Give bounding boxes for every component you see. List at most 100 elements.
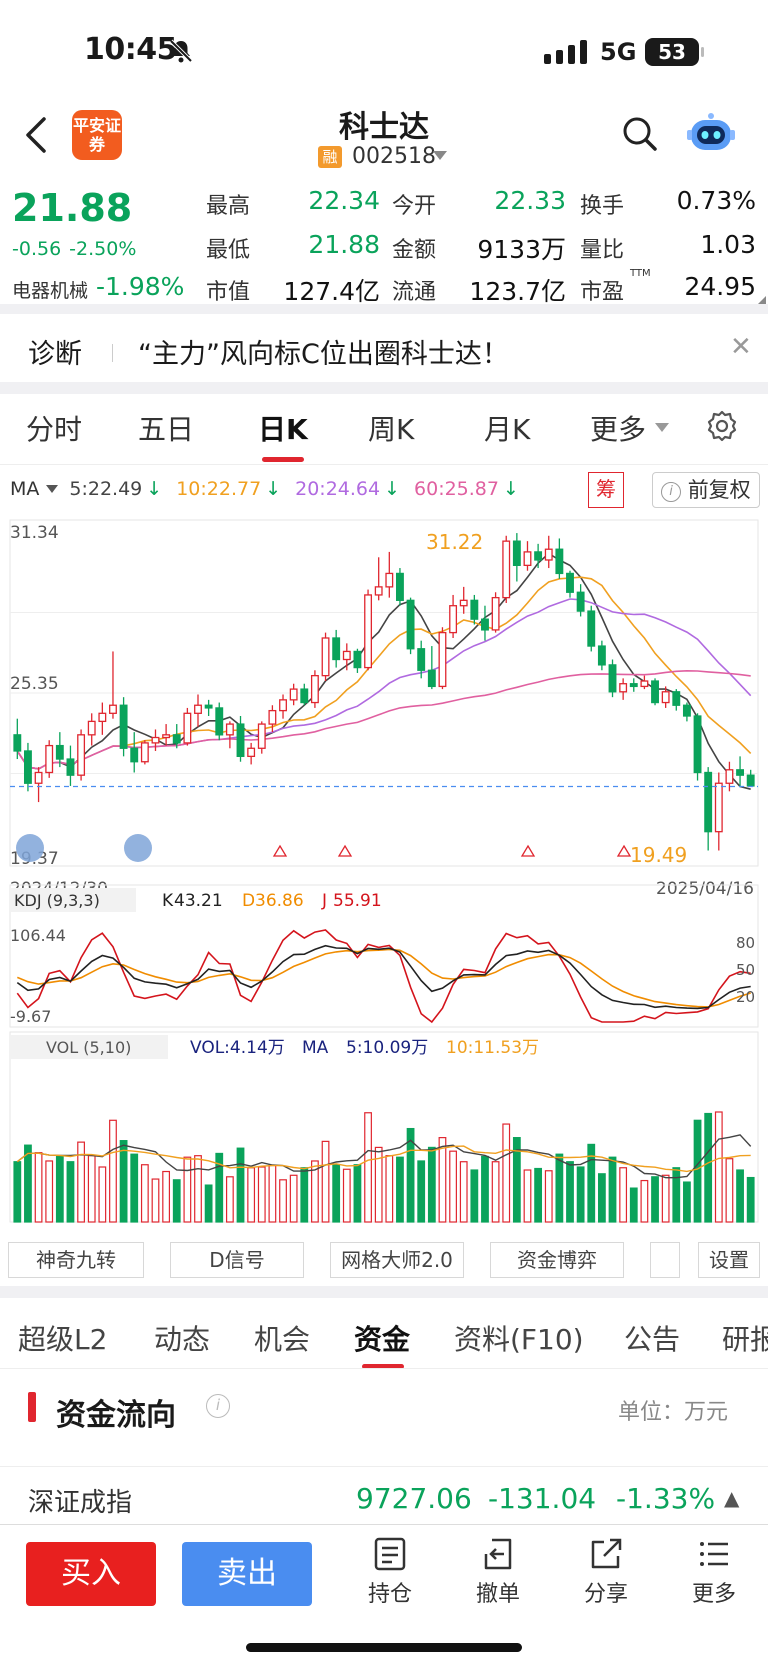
vol-ma5: 5:10.09万 (346, 1038, 428, 1058)
feature-button[interactable]: 网格大师2.0 (330, 1242, 464, 1278)
volume-bar (55, 1155, 64, 1223)
cancel-order-label: 撤单 (475, 1582, 520, 1607)
quote-label: 换手 (580, 194, 625, 219)
date-axis-end: 2025/04/16 (656, 879, 754, 899)
low-annotation: 19.49 (630, 843, 687, 867)
share-label: 分享 (583, 1582, 628, 1607)
candle-body (406, 599, 415, 650)
settings-gear-icon[interactable] (706, 410, 738, 442)
feature-button[interactable]: D信号 (170, 1242, 304, 1278)
volume-bar (555, 1153, 564, 1223)
volume-bar (364, 1112, 372, 1223)
volume-bar (714, 1111, 723, 1223)
feature-button[interactable]: 设置 (698, 1242, 760, 1278)
quote-label: 市盈 (580, 280, 625, 305)
down-arrow-icon: ↓ (384, 478, 401, 500)
content-tab[interactable]: 机会 (254, 1323, 311, 1356)
content-tab[interactable]: 资料(F10) (454, 1323, 584, 1356)
sector-name[interactable]: 电器机械 (12, 280, 89, 302)
more-label: 更多 (691, 1582, 736, 1607)
period-tab[interactable]: 分时 (26, 413, 83, 446)
buy-button[interactable]: 买入 (26, 1542, 156, 1606)
content-tab[interactable]: 公告 (624, 1323, 681, 1356)
kdj-k-value: 43.21 (174, 891, 223, 911)
bell-muted-icon (169, 39, 193, 63)
quote-label: 最低 (206, 238, 251, 263)
period-tab[interactable]: 日K (258, 413, 308, 446)
stock-name: 科士达 (339, 110, 429, 145)
broker-logo[interactable]: 平安证券 (72, 110, 122, 160)
period-tab[interactable]: 更多 (590, 413, 647, 446)
volume-bar (183, 1156, 192, 1223)
price-change: -0.56 -2.50% (12, 238, 136, 260)
back-icon[interactable] (24, 116, 48, 154)
fullscreen-icon[interactable] (124, 834, 152, 862)
period-tab[interactable]: 五日 (138, 413, 195, 446)
content-tab[interactable]: 资金 (354, 1323, 411, 1356)
ma5-line (16, 552, 751, 790)
candle-body (268, 709, 277, 725)
candle-body (332, 637, 341, 661)
diagnosis-headline[interactable]: “主力”风向标C位出圈科士达！ (138, 339, 509, 370)
chip-distribution-button[interactable]: 筹 (588, 472, 624, 508)
caret-down-icon[interactable] (432, 150, 448, 162)
cancel-order-button[interactable]: 撤单 (458, 1536, 538, 1608)
adjust-mode-label: 前复权 (687, 478, 751, 502)
volume-bar (225, 1176, 234, 1223)
period-tab[interactable]: 月K (484, 413, 531, 446)
volume-bar (109, 1119, 117, 1223)
sell-button[interactable]: 卖出 (182, 1542, 312, 1606)
vol-ma10: 10:11.53万 (446, 1038, 539, 1058)
kdj-level-50: 50 (736, 961, 755, 979)
feature-button[interactable]: 资金博弈 (490, 1242, 624, 1278)
candle-body (310, 674, 319, 704)
stock-code[interactable]: 002518 (352, 144, 436, 169)
feature-button[interactable]: 神奇九转 (8, 1242, 144, 1278)
search-icon[interactable] (622, 116, 658, 152)
index-change-percent: -1.33% (616, 1482, 716, 1515)
period-tab[interactable]: 周K (368, 413, 415, 446)
quote-label: 市值 (206, 280, 251, 305)
robot-assistant-icon[interactable] (686, 112, 736, 156)
candle-body (342, 650, 351, 661)
index-name[interactable]: 深证成指 (28, 1488, 133, 1518)
volume-bar (236, 1147, 245, 1223)
sector-percent[interactable]: -1.98% (96, 272, 185, 301)
signal-star-icon (616, 844, 632, 857)
kdj-title: KDJ (9,3,3) (14, 891, 100, 910)
undo-icon (484, 1538, 512, 1570)
expand-icon[interactable] (16, 834, 44, 862)
info-icon[interactable]: i (206, 1394, 230, 1418)
candle-body (374, 586, 383, 596)
candle-body (587, 610, 596, 647)
more-button[interactable]: 更多 (674, 1536, 754, 1608)
volume-bar (449, 1150, 457, 1223)
pe-ttm-superscript: TTM (630, 268, 651, 279)
divider (0, 1368, 768, 1369)
positions-button[interactable]: 持仓 (350, 1536, 430, 1608)
candle-body (87, 720, 96, 736)
candle-body (247, 747, 256, 758)
feature-button[interactable] (650, 1242, 680, 1278)
volume-bar (172, 1179, 181, 1223)
home-indicator[interactable] (246, 1643, 522, 1652)
candle-body (555, 548, 564, 575)
quote-value: 21.88 (308, 230, 380, 259)
ma-indicator-row[interactable]: MA 5:22.49 ↓ 10:22.77 ↓ 20:24.64 ↓ 60:25.87 ↓ (10, 478, 533, 500)
signal-star-icon (272, 844, 288, 857)
expand-up-icon[interactable]: ▲ (724, 1486, 740, 1510)
share-button[interactable]: 分享 (566, 1536, 646, 1608)
candle-body (77, 734, 86, 776)
content-tab[interactable]: 研报 (722, 1323, 768, 1356)
ma60-line (16, 669, 751, 770)
content-tab[interactable]: 超级L2 (18, 1323, 108, 1356)
stock-charts[interactable]: 31.3425.3519.3731.2219.492024/12/302025/… (0, 510, 768, 1230)
content-tab[interactable]: 动态 (154, 1323, 211, 1356)
adjust-mode-button[interactable]: i 前复权 (652, 472, 760, 508)
volume-bar (746, 1176, 755, 1223)
more-caret-icon[interactable] (654, 422, 670, 434)
candle-body (534, 551, 543, 561)
candle-body (215, 707, 224, 736)
volume-bar (576, 1166, 585, 1223)
close-icon[interactable]: ✕ (730, 332, 752, 362)
